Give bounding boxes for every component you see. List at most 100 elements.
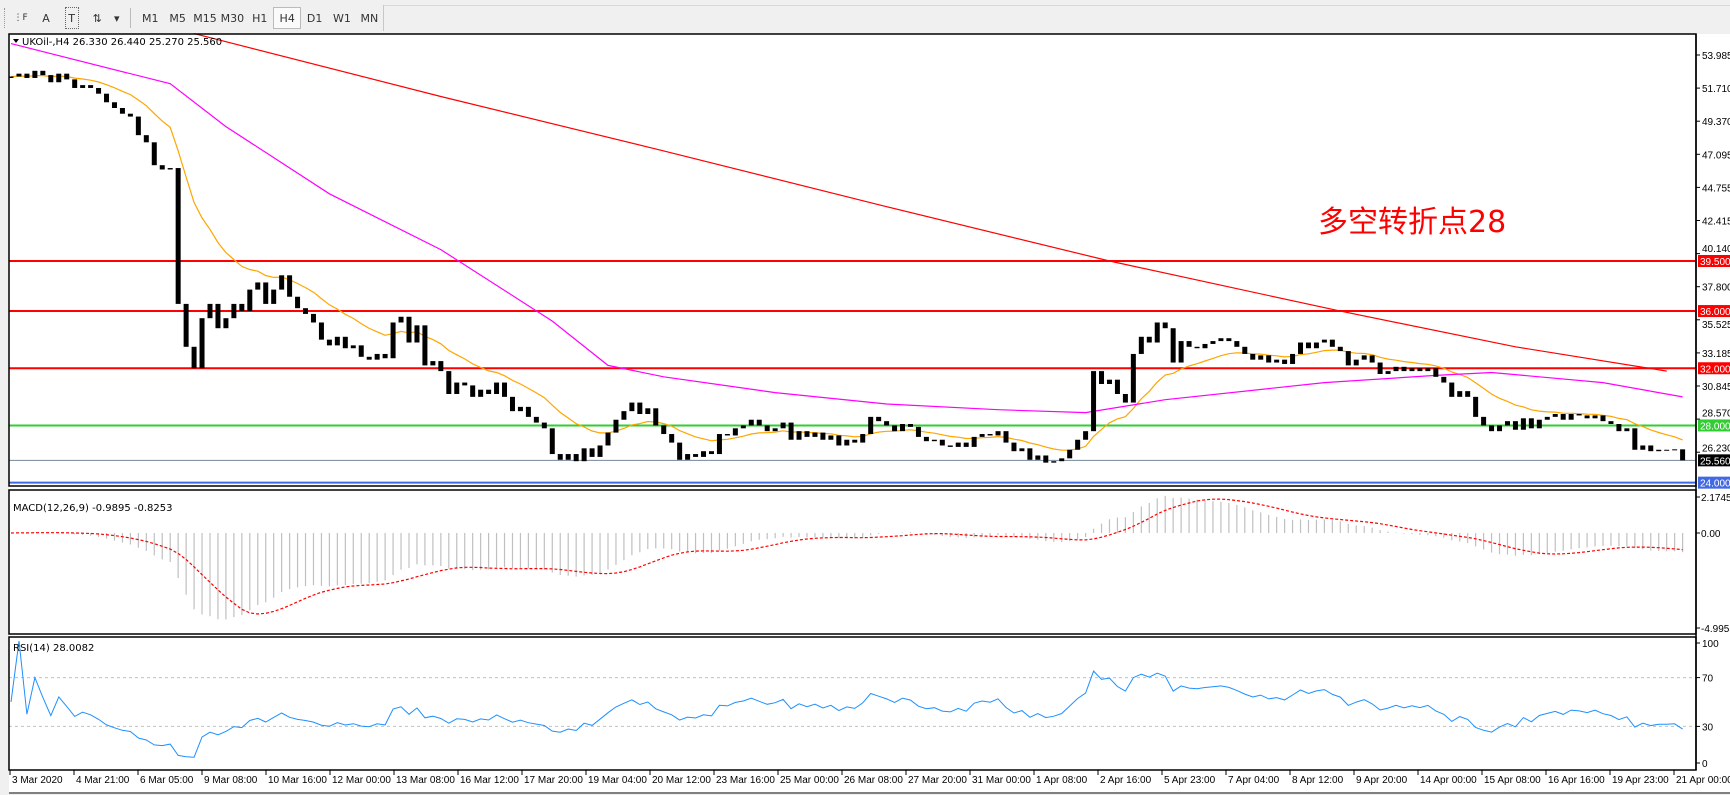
candle[interactable]: [1075, 434, 1081, 455]
candle[interactable]: [525, 403, 531, 420]
candle[interactable]: [788, 420, 794, 441]
candle[interactable]: [669, 431, 675, 445]
candle[interactable]: [1417, 364, 1423, 375]
candle[interactable]: [573, 448, 579, 466]
candle[interactable]: [1616, 419, 1622, 436]
candle[interactable]: [1258, 353, 1264, 362]
candle[interactable]: [589, 442, 595, 462]
candle[interactable]: [1560, 408, 1566, 425]
candle[interactable]: [143, 131, 149, 146]
candle[interactable]: [414, 320, 420, 348]
candle[interactable]: [104, 88, 110, 108]
candle[interactable]: [16, 68, 22, 82]
candle[interactable]: [1019, 443, 1025, 455]
candle[interactable]: [971, 431, 977, 452]
candle[interactable]: [661, 420, 667, 439]
candle[interactable]: [621, 406, 627, 425]
candle[interactable]: [326, 334, 332, 350]
candle[interactable]: [517, 401, 523, 416]
candle[interactable]: [796, 425, 802, 445]
candle[interactable]: [382, 348, 388, 364]
candle[interactable]: [1369, 349, 1375, 368]
candle[interactable]: [151, 137, 157, 169]
dropdown-icon[interactable]: ▾: [114, 11, 120, 25]
candle[interactable]: [80, 82, 86, 91]
candle[interactable]: [1194, 341, 1200, 353]
candle[interactable]: [175, 162, 181, 309]
candle[interactable]: [549, 424, 555, 458]
candle[interactable]: [1345, 348, 1351, 368]
candle[interactable]: [860, 431, 866, 445]
candle[interactable]: [947, 442, 953, 450]
fibo-grid-icon[interactable]: ⋮F: [13, 13, 28, 23]
candle[interactable]: [836, 430, 842, 450]
candle[interactable]: [1067, 448, 1073, 461]
timeframe-mn-button[interactable]: MN: [360, 11, 379, 25]
candle[interactable]: [494, 381, 500, 396]
candle[interactable]: [804, 428, 810, 440]
candle[interactable]: [334, 333, 340, 349]
main-price-pane[interactable]: [8, 33, 1697, 484]
candle[interactable]: [279, 264, 285, 295]
candle[interactable]: [56, 69, 62, 87]
candle[interactable]: [318, 319, 324, 342]
candle[interactable]: [1234, 336, 1240, 352]
candle[interactable]: [1298, 337, 1304, 359]
candle[interactable]: [987, 428, 993, 441]
candle[interactable]: [1186, 338, 1192, 349]
candle[interactable]: [287, 273, 293, 299]
candle[interactable]: [32, 65, 38, 83]
candle[interactable]: [1250, 348, 1256, 365]
candle[interactable]: [1608, 417, 1614, 429]
candle[interactable]: [701, 448, 707, 459]
candle[interactable]: [1027, 443, 1033, 464]
candle[interactable]: [979, 432, 985, 439]
candle[interactable]: [812, 427, 818, 442]
candle[interactable]: [374, 351, 380, 363]
candle[interactable]: [1003, 426, 1009, 448]
candle[interactable]: [1329, 336, 1335, 351]
candle[interactable]: [1409, 364, 1415, 376]
candle[interactable]: [1114, 375, 1120, 398]
candle[interactable]: [685, 452, 691, 461]
timeframe-h1-button[interactable]: H1: [252, 11, 268, 25]
candle[interactable]: [1122, 389, 1128, 406]
candle[interactable]: [96, 86, 102, 96]
candle[interactable]: [1083, 429, 1089, 442]
candle[interactable]: [199, 316, 205, 370]
timeframe-h4-button[interactable]: H4: [273, 7, 301, 29]
candle[interactable]: [939, 434, 945, 450]
candle[interactable]: [1385, 365, 1391, 379]
candle[interactable]: [366, 351, 372, 364]
candle[interactable]: [350, 340, 356, 352]
candle[interactable]: [119, 102, 125, 119]
candle[interactable]: [1282, 354, 1288, 369]
candle[interactable]: [892, 423, 898, 434]
candle[interactable]: [1138, 333, 1144, 357]
timeframe-d1-button[interactable]: D1: [306, 11, 323, 25]
candle[interactable]: [1154, 320, 1160, 345]
candle[interactable]: [868, 411, 874, 439]
candle[interactable]: [1226, 334, 1232, 345]
candle[interactable]: [1481, 414, 1487, 429]
candle[interactable]: [1170, 326, 1176, 364]
candle[interactable]: [780, 417, 786, 434]
candle[interactable]: [223, 312, 229, 333]
candle[interactable]: [1504, 416, 1510, 430]
candle[interactable]: [1632, 423, 1638, 455]
candle[interactable]: [995, 428, 1001, 438]
candle[interactable]: [756, 416, 762, 428]
candle[interactable]: [215, 301, 221, 330]
candle[interactable]: [1568, 411, 1574, 422]
candle[interactable]: [1146, 331, 1152, 348]
candle[interactable]: [1178, 335, 1184, 368]
candle[interactable]: [1210, 336, 1216, 349]
candle[interactable]: [653, 404, 659, 429]
candle[interactable]: [255, 278, 261, 294]
candle[interactable]: [772, 426, 778, 433]
candle[interactable]: [1266, 349, 1272, 368]
candle[interactable]: [502, 377, 508, 403]
candle[interactable]: [430, 356, 436, 370]
candle[interactable]: [88, 79, 94, 93]
candle[interactable]: [303, 306, 309, 316]
